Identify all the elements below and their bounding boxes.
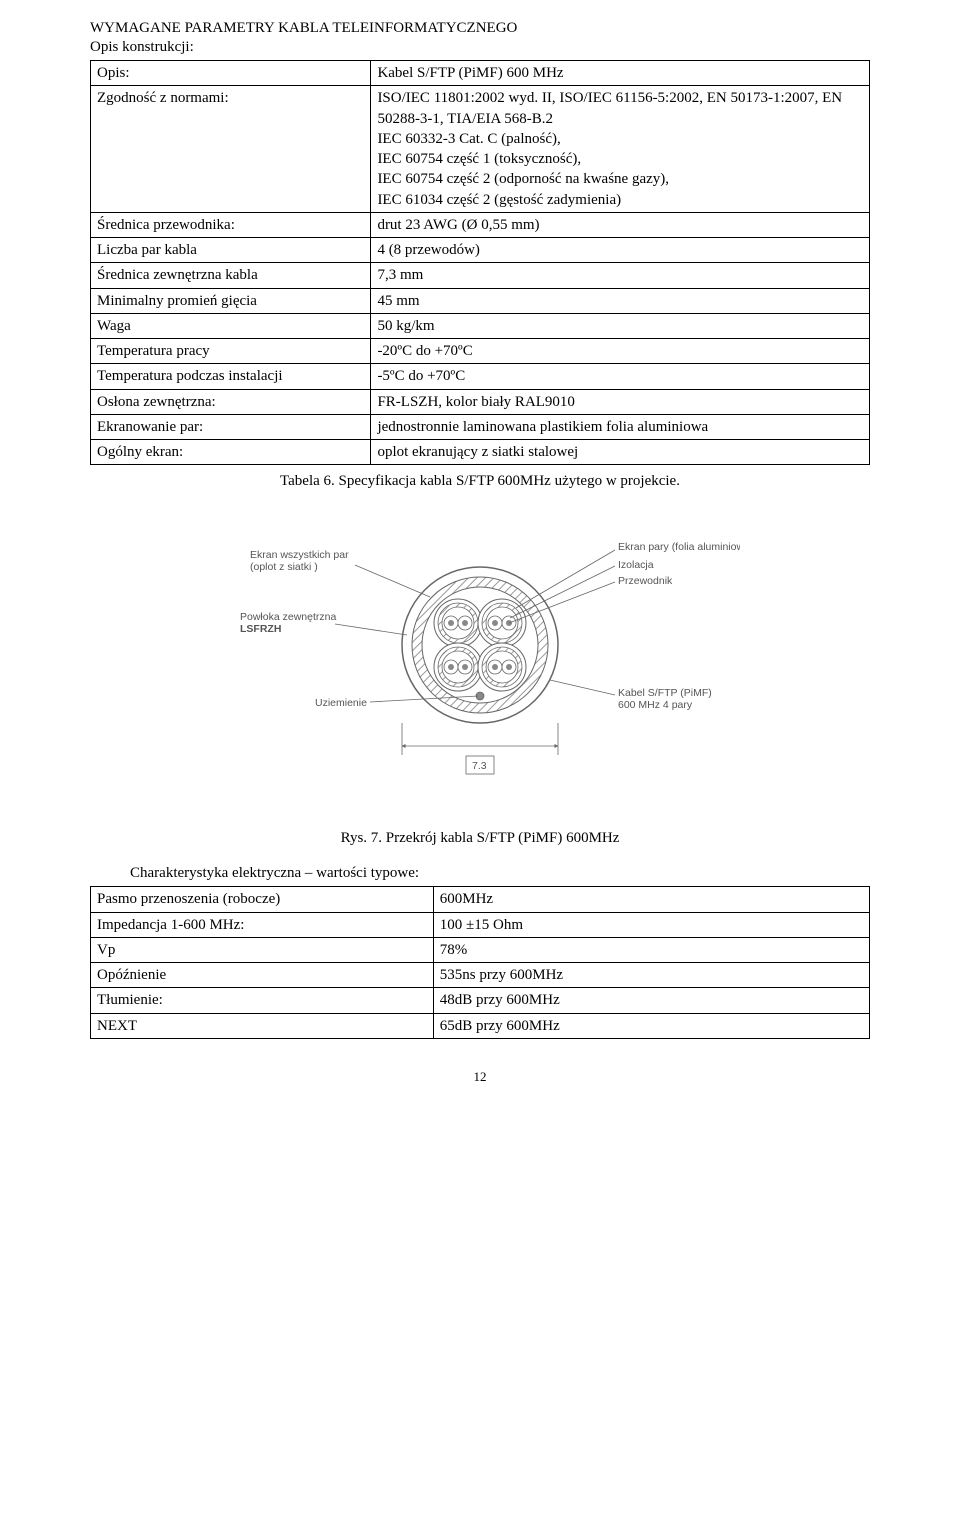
table-row: Opis: Kabel S/FTP (PiMF) 600 MHz <box>91 61 870 86</box>
cell-value: 78% <box>433 937 869 962</box>
line: IEC 61034 część 2 (gęstość zadymienia) <box>377 190 863 210</box>
cell-label: Temperatura pracy <box>91 339 371 364</box>
cell-value: 65dB przy 600MHz <box>433 1013 869 1038</box>
cell-value: drut 23 AWG (Ø 0,55 mm) <box>371 212 870 237</box>
spec-table-1: Opis: Kabel S/FTP (PiMF) 600 MHz Zgodnoś… <box>90 60 870 465</box>
cell-value: oplot ekranujący z siatki stalowej <box>371 440 870 465</box>
line: IEC 60332-3 Cat. C (palność), <box>377 129 863 149</box>
cell-value: 100 ±15 Ohm <box>433 912 869 937</box>
cable-diagram-wrap: Ekran pary (folia aluminiowa) Izolacja P… <box>90 520 870 800</box>
cell-value: 4 (8 przewodów) <box>371 238 870 263</box>
cell-label: Średnica przewodnika: <box>91 212 371 237</box>
diagram-label: Kabel S/FTP (PiMF) <box>618 687 712 699</box>
spec-table-2: Pasmo przenoszenia (robocze)600MHz Imped… <box>90 886 870 1039</box>
cell-label: Vp <box>91 937 434 962</box>
cell-label: NEXT <box>91 1013 434 1038</box>
cell-value: Kabel S/FTP (PiMF) 600 MHz <box>371 61 870 86</box>
diagram-label: (oplot z siatki ) <box>250 561 318 573</box>
cell-value: -5ºC do +70ºC <box>371 364 870 389</box>
diagram-label: Powłoka zewnętrzna <box>240 611 336 623</box>
doc-subtitle: Opis konstrukcji: <box>90 39 870 56</box>
table-row: Tłumienie:48dB przy 600MHz <box>91 988 870 1013</box>
diagram-label: Uziemienie <box>315 697 367 709</box>
cell-label: Osłona zewnętrzna: <box>91 389 371 414</box>
page-number: 12 <box>90 1069 870 1085</box>
cell-label: Opóźnienie <box>91 963 434 988</box>
table-row: Ekranowanie par:jednostronnie laminowana… <box>91 414 870 439</box>
cell-value: 50 kg/km <box>371 313 870 338</box>
table-row: Średnica przewodnika:drut 23 AWG (Ø 0,55… <box>91 212 870 237</box>
cell-label: Opis: <box>91 61 371 86</box>
table-row: Waga50 kg/km <box>91 313 870 338</box>
table-row: Temperatura podczas instalacji-5ºC do +7… <box>91 364 870 389</box>
table-row: Impedancja 1-600 MHz:100 ±15 Ohm <box>91 912 870 937</box>
cell-value: 535ns przy 600MHz <box>433 963 869 988</box>
cell-value: ISO/IEC 11801:2002 wyd. II, ISO/IEC 6115… <box>371 86 870 213</box>
doc-title: WYMAGANE PARAMETRY KABLA TELEINFORMATYCZ… <box>90 20 870 37</box>
cell-value: 7,3 mm <box>371 263 870 288</box>
diagram-label: 600 MHz 4 pary <box>618 699 693 711</box>
figure-caption: Rys. 7. Przekrój kabla S/FTP (PiMF) 600M… <box>90 830 870 847</box>
characteristics-title: Charakterystyka elektryczna – wartości t… <box>90 865 870 882</box>
line: ISO/IEC 11801:2002 wyd. II, ISO/IEC 6115… <box>377 88 863 129</box>
table-row: Temperatura pracy-20ºC do +70ºC <box>91 339 870 364</box>
line: IEC 60754 część 1 (toksyczność), <box>377 149 863 169</box>
table-row: Liczba par kabla4 (8 przewodów) <box>91 238 870 263</box>
cell-label: Pasmo przenoszenia (robocze) <box>91 887 434 912</box>
table-row: Minimalny promień gięcia45 mm <box>91 288 870 313</box>
line: IEC 60754 część 2 (odporność na kwaśne g… <box>377 169 863 189</box>
cell-label: Ekranowanie par: <box>91 414 371 439</box>
diagram-label: Ekran pary (folia aluminiowa) <box>618 541 740 553</box>
diagram-label: Ekran wszystkich par <box>250 549 349 561</box>
cell-label: Średnica zewnętrzna kabla <box>91 263 371 288</box>
diagram-label: LSFRZH <box>240 623 281 635</box>
cell-value: 45 mm <box>371 288 870 313</box>
diagram-dimension: 7.3 <box>472 760 487 772</box>
diagram-label: Izolacja <box>618 559 654 571</box>
cell-label: Liczba par kabla <box>91 238 371 263</box>
cell-value: FR-LSZH, kolor biały RAL9010 <box>371 389 870 414</box>
table-row: Ogólny ekran:oplot ekranujący z siatki s… <box>91 440 870 465</box>
diagram-label: Przewodnik <box>618 575 673 587</box>
cell-label: Tłumienie: <box>91 988 434 1013</box>
cell-label: Waga <box>91 313 371 338</box>
cell-label: Impedancja 1-600 MHz: <box>91 912 434 937</box>
cell-label: Temperatura podczas instalacji <box>91 364 371 389</box>
cell-label: Zgodność z normami: <box>91 86 371 213</box>
cell-label: Minimalny promień gięcia <box>91 288 371 313</box>
cell-value: -20ºC do +70ºC <box>371 339 870 364</box>
cell-value: 600MHz <box>433 887 869 912</box>
cell-label: Ogólny ekran: <box>91 440 371 465</box>
table-row: Vp78% <box>91 937 870 962</box>
cable-cross-section-diagram: Ekran pary (folia aluminiowa) Izolacja P… <box>220 520 740 800</box>
table-row: Opóźnienie535ns przy 600MHz <box>91 963 870 988</box>
table-row: Zgodność z normami: ISO/IEC 11801:2002 w… <box>91 86 870 213</box>
table-row: Osłona zewnętrzna:FR-LSZH, kolor biały R… <box>91 389 870 414</box>
cell-value: 48dB przy 600MHz <box>433 988 869 1013</box>
cell-value: jednostronnie laminowana plastikiem foli… <box>371 414 870 439</box>
table-row: NEXT65dB przy 600MHz <box>91 1013 870 1038</box>
table-row: Średnica zewnętrzna kabla7,3 mm <box>91 263 870 288</box>
table-caption-1: Tabela 6. Specyfikacja kabla S/FTP 600MH… <box>90 473 870 490</box>
table-row: Pasmo przenoszenia (robocze)600MHz <box>91 887 870 912</box>
